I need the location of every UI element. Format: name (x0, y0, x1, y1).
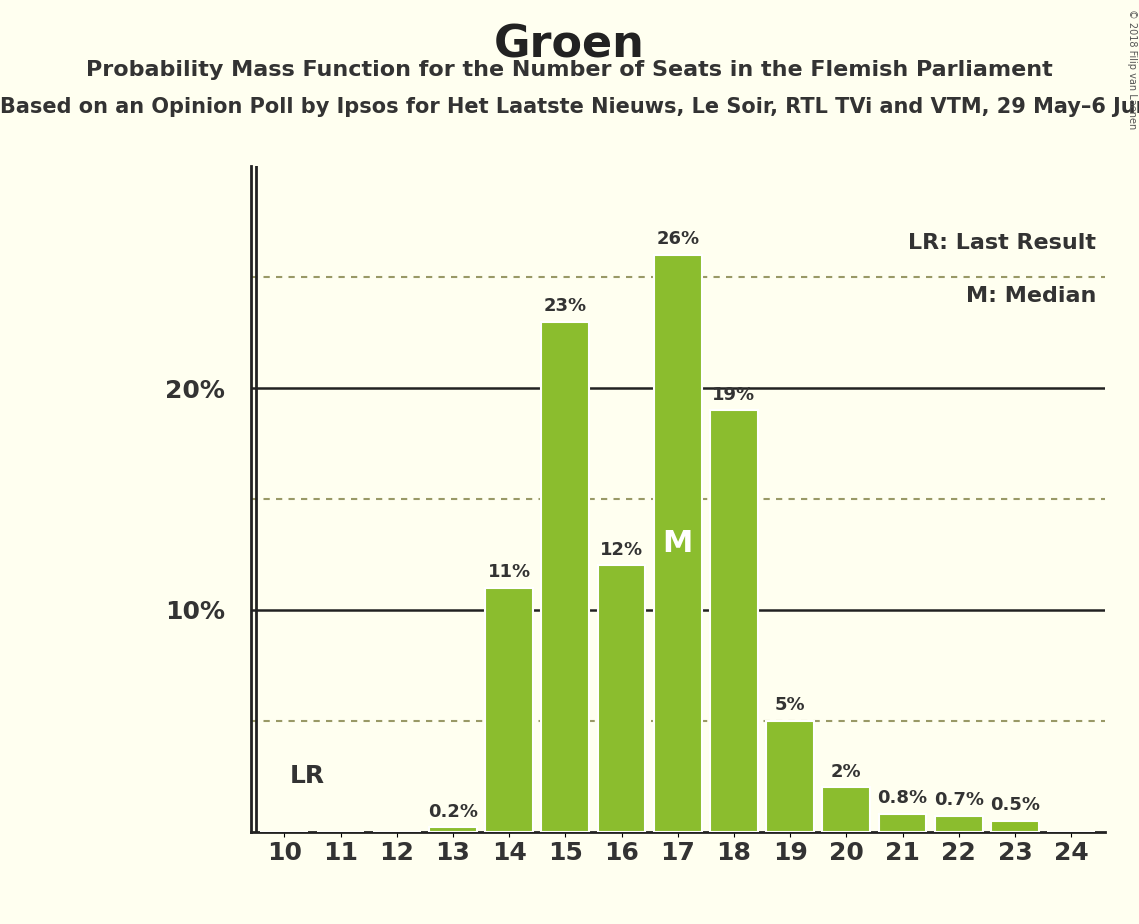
Bar (935, 816, 983, 832)
Text: Probability Mass Function for the Number of Seats in the Flemish Parliament: Probability Mass Function for the Number… (87, 60, 1052, 80)
Text: Groen: Groen (494, 23, 645, 67)
Bar (541, 322, 589, 832)
Text: 2%: 2% (831, 762, 861, 781)
Bar (878, 814, 926, 832)
Text: Based on an Opinion Poll by Ipsos for Het Laatste Nieuws, Le Soir, RTL TVi and V: Based on an Opinion Poll by Ipsos for He… (0, 97, 1139, 117)
Text: M: M (663, 529, 693, 558)
Text: 0.7%: 0.7% (934, 792, 984, 809)
Bar (598, 565, 646, 832)
Text: 0.2%: 0.2% (428, 803, 478, 821)
Text: 12%: 12% (600, 541, 644, 559)
Text: 0.5%: 0.5% (990, 796, 1040, 814)
Bar (485, 588, 533, 832)
Bar (822, 787, 870, 832)
Text: 5%: 5% (775, 696, 805, 714)
Text: 19%: 19% (712, 385, 755, 404)
Bar (429, 827, 477, 832)
Text: LR: Last Result: LR: Last Result (908, 233, 1096, 253)
Bar (710, 410, 757, 832)
Text: 11%: 11% (487, 563, 531, 581)
Text: LR: LR (290, 764, 325, 788)
Bar (654, 255, 702, 832)
Bar (767, 721, 814, 832)
Text: 0.8%: 0.8% (877, 789, 927, 808)
Text: M: Median: M: Median (966, 286, 1096, 306)
Text: 23%: 23% (543, 297, 587, 315)
Text: © 2018 Filip van Laenen: © 2018 Filip van Laenen (1126, 9, 1137, 129)
Bar (991, 821, 1039, 832)
Text: 26%: 26% (656, 230, 699, 249)
